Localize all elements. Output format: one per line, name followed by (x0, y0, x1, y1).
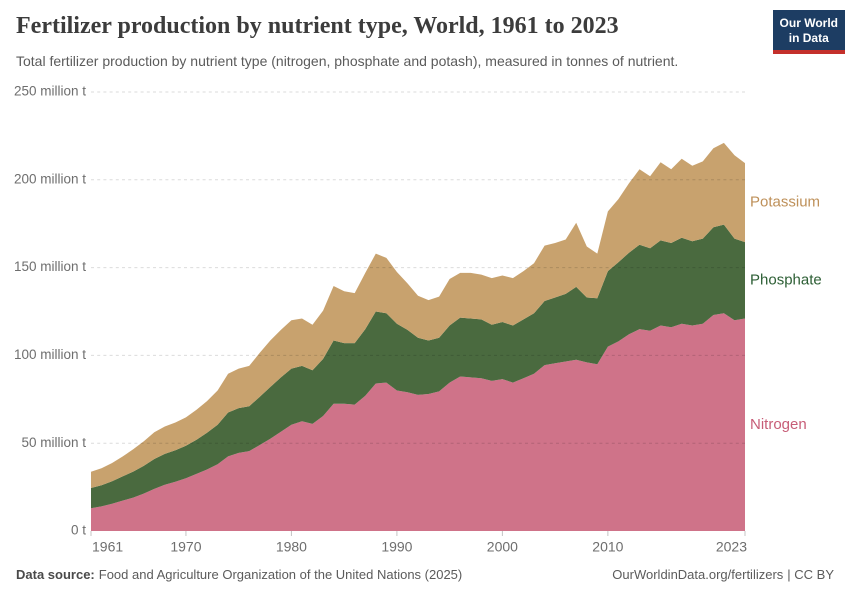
owid-logo-line1: Our World (779, 16, 838, 30)
chart-subtitle: Total fertilizer production by nutrient … (16, 53, 679, 69)
x-axis-label: 1980 (276, 538, 307, 554)
y-axis-label: 200 million t (14, 171, 86, 186)
series-label-potassium: Potassium (750, 194, 820, 211)
x-axis-label: 2010 (592, 538, 623, 554)
x-axis-label: 2023 (716, 538, 747, 554)
license-text: | CC BY (787, 567, 834, 582)
data-source: Data source: Food and Agriculture Organiz… (16, 567, 462, 582)
x-axis-label: 2000 (487, 538, 518, 554)
area-phosphate (91, 224, 745, 509)
chart-title: Fertilizer production by nutrient type, … (16, 13, 619, 39)
series-label-nitrogen: Nitrogen (750, 416, 807, 433)
series-label-phosphate: Phosphate (750, 271, 822, 288)
owid-logo-line2: in Data (788, 30, 829, 45)
x-axis-label: 1970 (170, 538, 201, 554)
data-source-label: Data source: (16, 567, 95, 582)
chart-footer: Data source: Food and Agriculture Organiz… (16, 567, 834, 582)
y-axis-label: 250 million t (14, 84, 86, 99)
y-axis-label: 100 million t (14, 347, 86, 362)
y-axis-label: 150 million t (14, 259, 86, 274)
y-axis-label: 50 million t (21, 435, 86, 450)
data-source-text: Food and Agriculture Organization of the… (98, 567, 463, 582)
area-nitrogen (91, 313, 745, 531)
x-axis-label: 1961 (92, 538, 123, 554)
owid-logo[interactable]: Our World in Data (772, 10, 845, 55)
owid-url-link[interactable]: OurWorldinData.org/fertilizers (612, 567, 784, 582)
x-axis-label: 1990 (381, 538, 412, 554)
y-axis-label: 0 t (71, 523, 86, 538)
credit-line: OurWorldinData.org/fertilizers | CC BY (612, 567, 834, 582)
area-potassium (91, 142, 745, 488)
